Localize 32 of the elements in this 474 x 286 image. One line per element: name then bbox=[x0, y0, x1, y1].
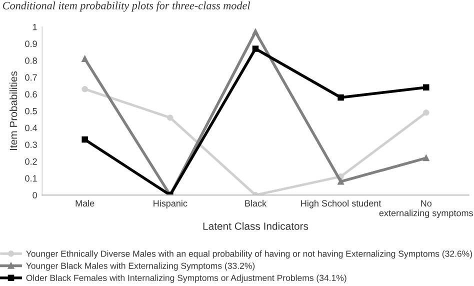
point bbox=[252, 46, 259, 52]
y-tick-label: 0.6 bbox=[25, 91, 37, 98]
x-tick-label: Male bbox=[76, 200, 94, 207]
x-axis-title: Latent Class Indicators bbox=[203, 222, 308, 230]
point bbox=[82, 56, 88, 62]
x-tick-label: Hispanic bbox=[154, 200, 188, 208]
point bbox=[167, 114, 174, 121]
y-tick-label: 1 bbox=[32, 24, 37, 30]
y-tick-label: 0.2 bbox=[25, 158, 37, 165]
x-tick-label: Black bbox=[245, 200, 267, 207]
y-axis-title: Item Probabilities bbox=[10, 71, 18, 150]
point bbox=[423, 110, 430, 116]
point bbox=[338, 178, 344, 185]
y-tick-label: 0.5 bbox=[25, 108, 37, 114]
x-tick-label: High School student bbox=[301, 200, 382, 208]
y-tick-label: 0.7 bbox=[25, 74, 37, 81]
legend-label: Younger Black Males with Externalizing Symptoms (33.2%) bbox=[26, 262, 255, 271]
point bbox=[82, 136, 88, 143]
point bbox=[423, 154, 430, 162]
y-tick-label: 0.4 bbox=[25, 124, 38, 132]
chart-title: Conditional item probability plots for three-class model bbox=[2, 1, 250, 12]
point bbox=[82, 86, 88, 92]
y-tick-label: 0.3 bbox=[25, 142, 37, 148]
y-tick-label: 0.1 bbox=[25, 175, 37, 182]
y-tick-label: 0.9 bbox=[25, 40, 37, 48]
legend-label: Older Black Females with Internalizing Symptoms or Adjustment Problems (34.1%) bbox=[26, 274, 346, 283]
y-tick-label: 0 bbox=[32, 192, 37, 198]
y-tick-label: 0.8 bbox=[25, 57, 37, 64]
legend-label: Younger Ethnically Diverse Males with an equal probability of having or not having Externalizing Symptoms (32.6%) bbox=[26, 250, 472, 259]
point bbox=[423, 84, 430, 91]
point bbox=[338, 94, 344, 101]
point bbox=[252, 28, 259, 36]
